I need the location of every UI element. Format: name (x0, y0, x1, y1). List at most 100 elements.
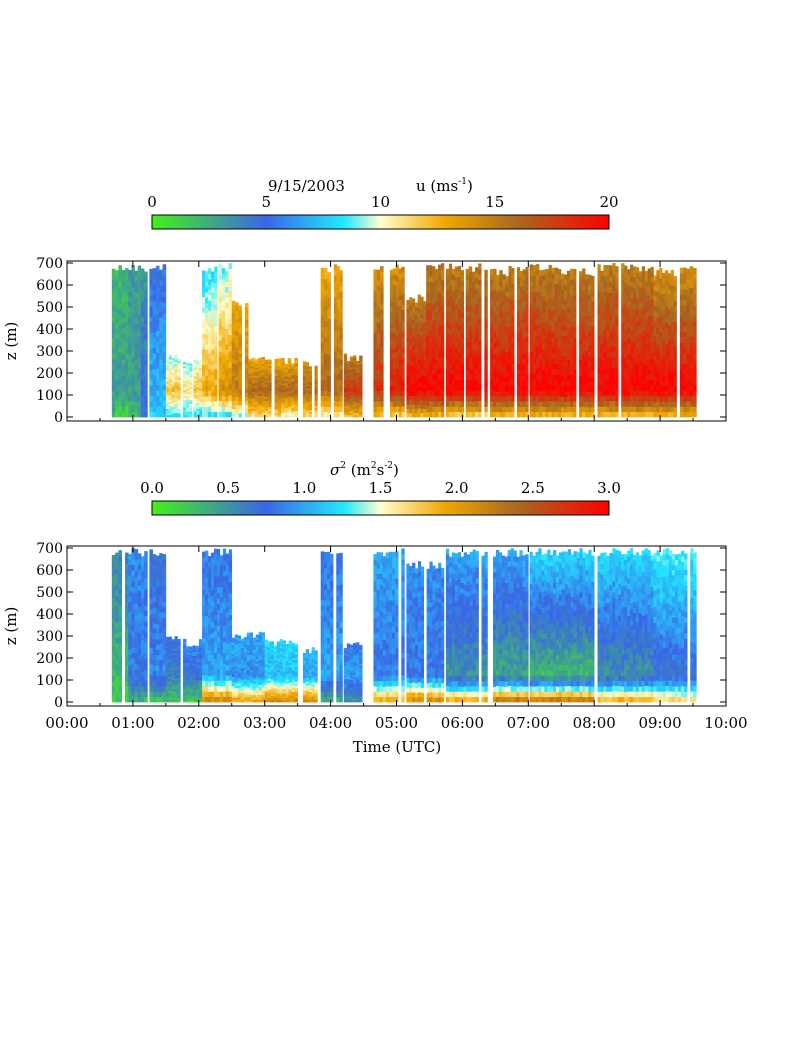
heatmap-cell (339, 343, 343, 350)
heatmap-cell (454, 282, 459, 289)
heatmap-cell (475, 374, 479, 380)
heatmap-cell (144, 333, 148, 340)
heatmap-cell (653, 310, 657, 317)
heatmap-cell (670, 327, 674, 334)
heatmap-cell (118, 642, 122, 649)
heatmap-cell (570, 364, 574, 370)
heatmap-cell (199, 414, 203, 418)
heatmap-cell (440, 351, 445, 357)
heatmap-cell (353, 379, 357, 383)
heatmap-cell (606, 395, 610, 402)
heatmap-cell (281, 400, 285, 403)
heatmap-cell (508, 303, 512, 310)
heatmap-cell (532, 324, 537, 331)
heatmap-cell (218, 373, 223, 380)
heatmap-cell (343, 358, 348, 361)
heatmap-cell (542, 348, 546, 355)
heatmap-cell (320, 363, 325, 370)
heatmap-cell (438, 324, 442, 331)
heatmap-cell (144, 287, 148, 293)
heatmap-cell (478, 395, 482, 401)
heatmap-cell (630, 373, 634, 380)
heatmap-cell (389, 380, 394, 386)
heatmap-cell (251, 357, 256, 361)
heatmap-cell (511, 369, 515, 375)
heatmap-cell (432, 373, 436, 380)
heatmap-cell (308, 415, 312, 418)
heatmap-cell (579, 396, 583, 402)
heatmap-cell (202, 343, 206, 350)
heatmap-cell (662, 303, 666, 310)
heatmap-cell (254, 408, 259, 412)
heatmap-cell (426, 411, 430, 418)
heatmap-cell (471, 333, 476, 340)
heatmap-cell (633, 395, 637, 402)
heatmap-cell (284, 369, 289, 372)
heatmap-cell (432, 320, 436, 326)
heatmap-cell (141, 655, 145, 661)
heatmap-cell (423, 334, 427, 339)
heatmap-cell (118, 647, 122, 654)
heatmap-cell (218, 389, 223, 396)
heatmap-cell (564, 335, 568, 342)
heatmap-cell (532, 373, 537, 380)
heatmap-cell (111, 321, 116, 328)
heatmap-cell (517, 304, 521, 311)
heatmap-cell (320, 294, 325, 301)
heatmap-cell (591, 316, 595, 322)
heatmap-cell (205, 338, 209, 345)
heatmap-cell (274, 377, 279, 381)
heatmap-cell (202, 348, 206, 355)
heatmap-cell (435, 379, 439, 386)
heatmap-cell (635, 283, 640, 290)
heatmap-cell (398, 363, 402, 370)
heatmap-cell (221, 331, 226, 338)
heatmap-cell (221, 310, 226, 317)
heatmap-cell (228, 274, 233, 280)
heatmap-cell (398, 268, 402, 275)
heatmap-cell (659, 379, 663, 386)
heatmap-cell (532, 281, 537, 288)
heatmap-cell (137, 648, 142, 655)
heatmap-cell (615, 368, 619, 375)
heatmap-cell (205, 302, 209, 309)
heatmap-cell (349, 391, 354, 394)
heatmap-cell (238, 309, 242, 314)
heatmap-cell (205, 271, 209, 277)
heatmap-cell (343, 371, 348, 375)
heatmap-cell (656, 406, 660, 413)
heatmap-cell (211, 307, 215, 314)
heatmap-cell (635, 379, 640, 386)
heatmap-cell (638, 411, 643, 418)
heatmap-cell (484, 348, 488, 355)
heatmap-cell (414, 347, 418, 353)
heatmap-cell (291, 392, 295, 395)
heatmap-cell (244, 343, 249, 349)
heatmap-cell (650, 336, 654, 343)
heatmap-cell (420, 309, 424, 315)
heatmap-cell (174, 397, 178, 400)
heatmap-cell (454, 374, 459, 380)
heatmap-cell (606, 281, 610, 288)
heatmap-cell (155, 319, 160, 326)
heatmap-cell (612, 351, 616, 357)
heatmap-cell (124, 390, 129, 397)
heatmap-cell (111, 670, 116, 677)
heatmap-cell (349, 362, 354, 366)
heatmap-cell (380, 373, 384, 380)
heatmap-cell (542, 343, 546, 350)
heatmap-cell (542, 380, 546, 386)
heatmap-cell (140, 353, 145, 360)
heatmap-cell (693, 401, 697, 407)
heatmap-cell (277, 400, 282, 403)
heatmap-cell (591, 280, 595, 287)
heatmap-cell (517, 293, 521, 300)
heatmap-cell (202, 411, 206, 418)
heatmap-cell (406, 337, 410, 343)
heatmap-cell (111, 311, 116, 317)
heatmap-cell (165, 374, 170, 378)
heatmap-cell (111, 300, 116, 307)
heatmap-cell (228, 411, 233, 418)
heatmap-cell (214, 330, 218, 337)
heatmap-cell (287, 408, 292, 412)
